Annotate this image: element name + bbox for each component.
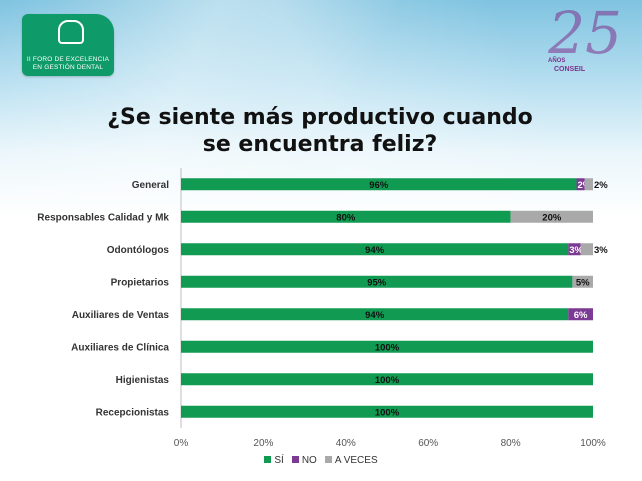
data-label: 100% <box>375 407 400 418</box>
category-label: Auxiliares de Ventas <box>72 310 170 321</box>
bar-segment <box>584 178 593 191</box>
data-label: 94% <box>365 310 385 321</box>
bar-segment <box>510 210 593 223</box>
bar-segment <box>568 308 593 321</box>
legend-item: NO <box>291 455 317 466</box>
bar-segment <box>181 210 511 223</box>
anniversary-brand: CONSEIL <box>554 66 586 73</box>
legend-item: SÍ <box>264 455 284 466</box>
x-tick-label: 40% <box>336 438 356 449</box>
forum-logo-line1: II FORO DE EXCELENCIA <box>26 56 110 63</box>
data-label: 80% <box>336 212 356 223</box>
data-label: 20% <box>542 212 562 223</box>
chart-legend: SÍ NO A VECES <box>0 455 642 466</box>
x-tick-label: 80% <box>501 438 521 449</box>
bar-segment <box>572 275 593 288</box>
bar-segment <box>181 178 577 191</box>
data-label: 6% <box>574 310 588 321</box>
data-label: 100% <box>375 375 400 386</box>
category-label: Recepcionistas <box>96 407 170 418</box>
legend-item: A VECES <box>324 455 378 466</box>
forum-logo-line2: EN GESTIÓN DENTAL <box>32 64 104 71</box>
anniversary-years-label: AÑOS <box>548 58 566 64</box>
bar-segment <box>580 243 593 256</box>
bar-segment <box>568 243 581 256</box>
data-label: 100% <box>375 342 400 353</box>
bar-segment <box>181 275 573 288</box>
bar-segment <box>181 405 593 418</box>
chart-title-line1: ¿Se siente más productivo cuando <box>107 105 533 130</box>
anniversary-logo: 25 AÑOS CONSEIL <box>540 2 622 78</box>
x-tick-label: 100% <box>580 438 606 449</box>
forum-logo: II FORO DE EXCELENCIA EN GESTIÓN DENTAL <box>22 14 114 76</box>
data-label: 5% <box>576 277 590 288</box>
bar-segment <box>181 308 569 321</box>
category-label: Propietarios <box>111 277 170 288</box>
data-label: 94% <box>365 245 385 256</box>
data-label: 95% <box>367 277 387 288</box>
data-label: 2% <box>594 180 608 191</box>
chart-title: ¿Se siente más productivo cuando se encu… <box>70 104 570 158</box>
category-label: Auxiliares de Clínica <box>71 342 169 353</box>
legend-swatch <box>324 456 332 463</box>
bar-segment <box>181 373 593 386</box>
legend-label: SÍ <box>274 455 284 466</box>
data-label: 2% <box>578 180 592 191</box>
x-tick-label: 0% <box>174 438 189 449</box>
data-label: 3% <box>569 245 583 256</box>
legend-swatch <box>264 456 272 463</box>
legend-label: NO <box>301 455 317 466</box>
x-tick-label: 60% <box>418 438 438 449</box>
tooth-icon <box>58 20 84 44</box>
data-label: 96% <box>369 180 389 191</box>
bar-segment <box>181 243 569 256</box>
x-tick-label: 20% <box>253 438 273 449</box>
category-label: Responsables Calidad y Mk <box>37 212 169 223</box>
legend-swatch <box>291 456 299 463</box>
bar-segment <box>181 340 593 353</box>
data-label: 3% <box>594 245 608 256</box>
chart-title-line2: se encuentra feliz? <box>202 132 438 157</box>
category-label: Odontólogos <box>107 245 170 256</box>
anniversary-number: 25 <box>548 0 622 67</box>
category-label: General <box>132 180 169 191</box>
category-label: Higienistas <box>116 375 170 386</box>
legend-label: A VECES <box>334 455 378 466</box>
bar-segment <box>576 178 585 191</box>
